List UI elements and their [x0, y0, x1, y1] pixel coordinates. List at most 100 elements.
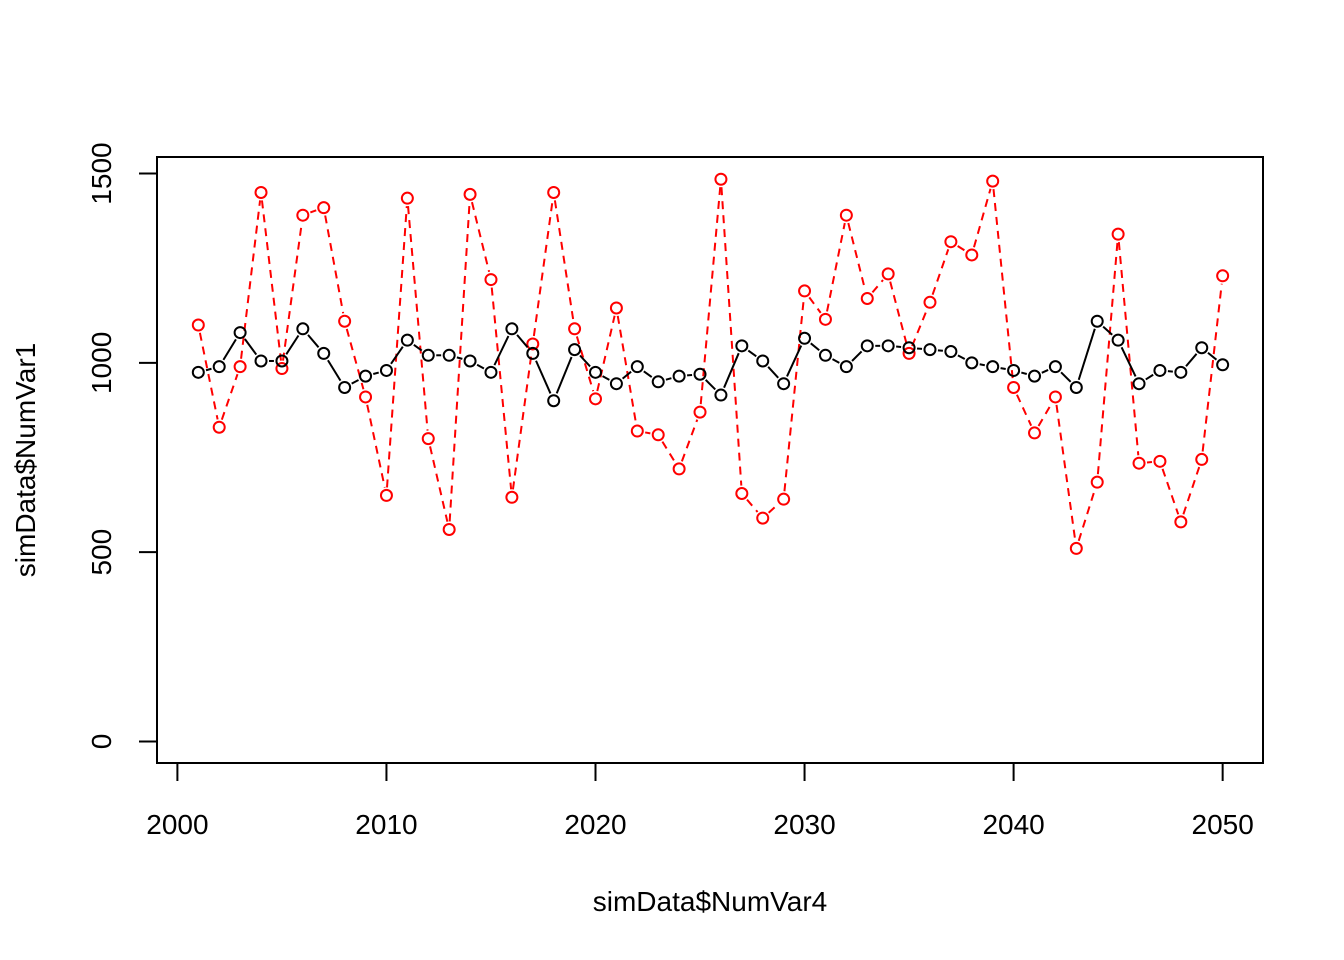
series-segment [1016, 394, 1033, 427]
data-point [1195, 341, 1209, 355]
x-axis-title: simData$NumVar4 [593, 886, 827, 917]
data-point [756, 511, 770, 525]
data-point [609, 377, 623, 391]
series-segment [992, 188, 1014, 380]
series-segment [1060, 371, 1072, 383]
series-segment [511, 351, 533, 490]
series-segment [602, 375, 610, 381]
series-segment [957, 245, 966, 252]
data-point [881, 339, 895, 353]
data-point [630, 360, 644, 374]
data-point [1174, 365, 1188, 379]
series-segment [704, 379, 716, 391]
data-point [735, 339, 749, 353]
series-segment [575, 336, 595, 392]
series-segment [786, 345, 803, 377]
data-point [860, 339, 874, 353]
data-point [463, 187, 477, 201]
data-point [965, 356, 979, 370]
series-segment [746, 498, 759, 513]
series-segment [720, 187, 743, 486]
series-segment [1041, 369, 1049, 374]
series-segment [327, 359, 342, 382]
data-point [275, 362, 289, 376]
data-point [1069, 380, 1083, 394]
data-point [463, 354, 477, 368]
data-point [317, 201, 331, 215]
data-point [484, 365, 498, 379]
x-tick-label: 2020 [564, 809, 626, 840]
data-point [1216, 269, 1230, 283]
series-layer [191, 172, 1230, 555]
data-point [818, 348, 832, 362]
series-segment [665, 377, 672, 381]
data-point [1174, 515, 1188, 529]
series-segment [240, 200, 262, 359]
data-point [777, 377, 791, 391]
data-point [839, 360, 853, 374]
series-segment [1077, 489, 1096, 542]
series-segment [1117, 242, 1140, 456]
series-segment [643, 370, 653, 378]
series-segment [889, 281, 909, 346]
data-point [254, 354, 268, 368]
series-segment [1077, 328, 1096, 381]
series-segment [847, 222, 867, 291]
series-segment [1037, 403, 1053, 427]
data-point [191, 365, 205, 379]
data-point [296, 322, 310, 336]
data-point [338, 314, 352, 328]
series-segment [1120, 346, 1137, 377]
data-point [944, 235, 958, 249]
data-point [1216, 358, 1230, 372]
series-segment [310, 209, 317, 214]
series-segment [555, 356, 573, 394]
x-tick-label: 2040 [982, 809, 1044, 840]
x-tick-label: 2050 [1192, 809, 1254, 840]
data-point [651, 375, 665, 389]
data-point [714, 388, 728, 402]
series-segment [532, 200, 554, 337]
data-point [1069, 541, 1083, 555]
data-point [1111, 333, 1125, 347]
data-point [296, 208, 310, 222]
series-segment [386, 206, 408, 488]
series-segment [324, 215, 345, 314]
series-segment [285, 334, 300, 355]
series-segment [407, 206, 429, 431]
data-point [630, 424, 644, 438]
series-segment [931, 248, 950, 296]
series-segment [1096, 242, 1119, 475]
data-point [1007, 363, 1021, 377]
data-point [568, 322, 582, 336]
series-segment [579, 354, 591, 368]
data-point [254, 185, 268, 199]
data-point [1153, 454, 1167, 468]
y-axis-title: simData$NumVar1 [10, 343, 41, 577]
series-segment [851, 350, 863, 362]
data-point [1132, 377, 1146, 391]
data-point [986, 174, 1000, 188]
y-tick-label: 1000 [86, 332, 117, 394]
series-segment [429, 446, 449, 522]
data-point [442, 348, 456, 362]
series-segment [973, 188, 992, 248]
series-segment [1145, 373, 1154, 381]
data-point [1090, 475, 1104, 489]
y-axis: 0 500 1000 1500 [86, 142, 158, 750]
data-point [651, 428, 665, 442]
data-point [526, 337, 540, 351]
data-point [505, 490, 519, 504]
data-point [191, 318, 205, 332]
series-segment [456, 356, 463, 360]
series-segment [260, 200, 282, 361]
y-tick-label: 0 [86, 734, 117, 750]
plot-frame [156, 156, 1264, 764]
data-point [317, 346, 331, 360]
series-segment [1102, 325, 1113, 336]
data-point [902, 346, 916, 360]
data-point [275, 354, 289, 368]
data-point [400, 333, 414, 347]
data-point [359, 390, 373, 404]
